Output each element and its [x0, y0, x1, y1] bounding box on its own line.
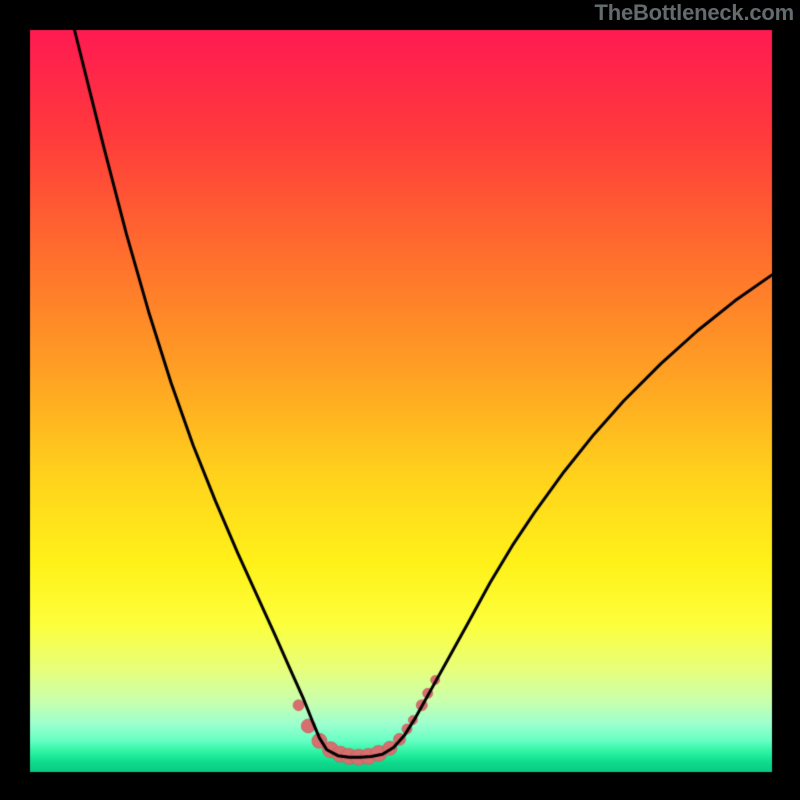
bottleneck-curve	[0, 0, 800, 800]
chart-root: TheBottleneck.com	[0, 0, 800, 800]
